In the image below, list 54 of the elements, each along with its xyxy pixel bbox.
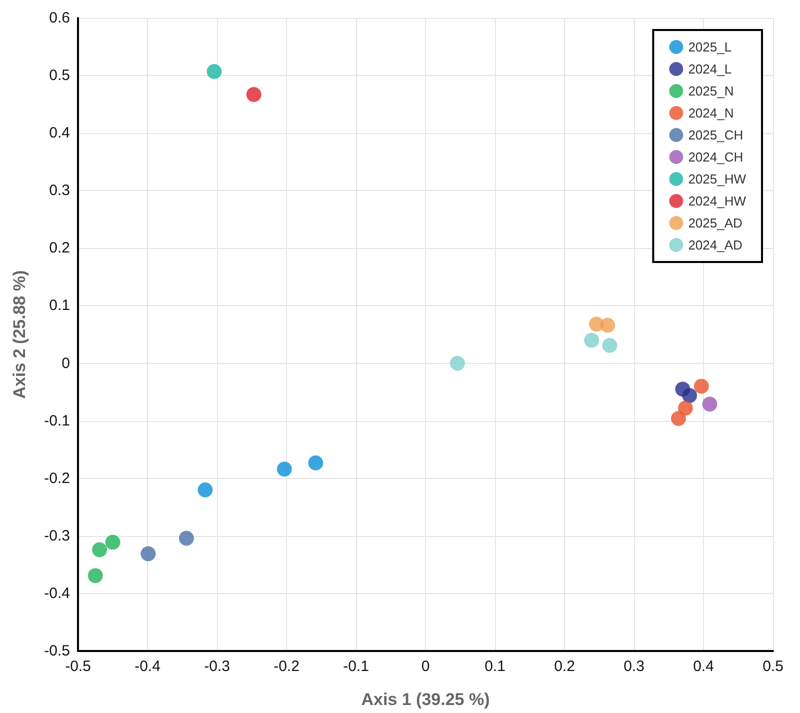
point — [308, 455, 324, 470]
legend-label: 2025_L — [688, 40, 732, 54]
x-tick-label: -0.1 — [343, 658, 369, 675]
legend-label: 2025_CH — [688, 128, 744, 142]
y-tick-label: 0 — [62, 354, 70, 372]
legend-label: 2025_AD — [688, 216, 742, 230]
y-axis-title: Axis 2 (25.88 %) — [10, 270, 29, 399]
point — [206, 64, 222, 80]
legend-label: 2024_HW — [688, 194, 747, 208]
y-tick-label: -0.4 — [44, 584, 70, 602]
y-tick-label: -0.3 — [44, 527, 70, 544]
y-tick-label: 0.2 — [49, 240, 70, 257]
y-tick-label: 0.4 — [49, 124, 70, 142]
x-tick-label: 0.1 — [484, 658, 506, 675]
y-tick-label: -0.2 — [44, 470, 70, 487]
point — [584, 332, 600, 348]
point — [702, 396, 718, 412]
legend-label: 2024_N — [688, 106, 734, 120]
point — [694, 378, 709, 394]
point — [678, 400, 693, 416]
point — [682, 388, 698, 403]
x-tick-label: 0.2 — [554, 658, 575, 675]
legend-label: 2024_CH — [688, 150, 744, 164]
legend-label: 2024_AD — [688, 238, 742, 252]
point — [600, 318, 616, 333]
y-tick-label: -0.1 — [44, 412, 70, 430]
x-tick-label: 0.5 — [762, 658, 784, 675]
x-tick-label: -0.3 — [204, 658, 230, 675]
point — [246, 87, 262, 102]
x-axis-title: Axis 1 (39.25 %) — [361, 690, 490, 709]
x-tick-label: -0.2 — [274, 658, 300, 675]
y-tick-label: -0.5 — [44, 642, 70, 660]
x-tick-label: 0.4 — [693, 658, 714, 675]
y-tick-label: 0.5 — [49, 67, 70, 84]
point — [198, 482, 213, 498]
x-tick-label: 0 — [421, 658, 430, 675]
y-tick-label: 0.1 — [49, 297, 70, 314]
x-tick-label: 0.3 — [624, 658, 644, 675]
point — [88, 568, 103, 584]
point — [670, 411, 686, 426]
point — [178, 530, 194, 546]
point — [105, 534, 120, 550]
legend-label: 2025_HW — [688, 172, 747, 186]
legend-label: 2025_N — [688, 84, 734, 98]
point — [602, 338, 618, 353]
x-tick-label: -0.4 — [134, 658, 160, 675]
point — [92, 542, 108, 558]
point — [450, 356, 465, 371]
y-tick-label: 0.6 — [49, 10, 70, 26]
point — [276, 462, 292, 477]
y-tick-label: 0.3 — [49, 182, 70, 200]
point — [140, 546, 156, 562]
x-tick-label: -0.5 — [65, 658, 91, 675]
legend-label: 2024_L — [688, 62, 732, 76]
